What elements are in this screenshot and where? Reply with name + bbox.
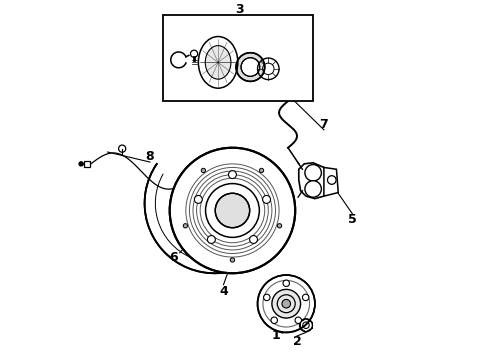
Circle shape xyxy=(263,280,310,327)
Circle shape xyxy=(277,224,282,228)
Text: 2: 2 xyxy=(293,335,301,348)
Circle shape xyxy=(302,294,309,301)
Text: 3: 3 xyxy=(235,3,244,16)
Text: 6: 6 xyxy=(169,251,177,264)
Circle shape xyxy=(205,184,259,237)
Circle shape xyxy=(215,210,221,217)
Circle shape xyxy=(263,195,270,203)
Circle shape xyxy=(230,258,235,262)
Circle shape xyxy=(182,164,254,235)
Circle shape xyxy=(226,189,234,197)
Circle shape xyxy=(215,193,250,228)
Circle shape xyxy=(283,280,290,287)
Circle shape xyxy=(79,162,83,166)
Circle shape xyxy=(203,189,210,197)
Ellipse shape xyxy=(198,37,238,88)
Circle shape xyxy=(259,168,264,172)
Text: 4: 4 xyxy=(219,285,228,298)
Circle shape xyxy=(228,171,236,179)
Text: 8: 8 xyxy=(146,150,154,163)
Circle shape xyxy=(305,181,321,197)
Circle shape xyxy=(258,275,315,332)
Circle shape xyxy=(264,294,270,301)
Circle shape xyxy=(199,181,237,219)
Circle shape xyxy=(282,300,291,308)
Text: 5: 5 xyxy=(348,213,357,226)
Text: 1: 1 xyxy=(271,329,280,342)
Bar xyxy=(163,15,313,101)
Circle shape xyxy=(305,165,321,181)
Circle shape xyxy=(170,148,295,273)
Circle shape xyxy=(327,176,336,184)
Circle shape xyxy=(272,289,300,318)
Circle shape xyxy=(271,317,277,324)
Ellipse shape xyxy=(205,46,231,79)
Circle shape xyxy=(145,134,285,273)
Circle shape xyxy=(195,195,202,203)
Text: 7: 7 xyxy=(319,118,328,131)
Circle shape xyxy=(207,235,215,243)
Circle shape xyxy=(249,235,257,243)
Circle shape xyxy=(201,168,205,172)
Polygon shape xyxy=(324,167,338,196)
Circle shape xyxy=(295,317,301,324)
Bar xyxy=(84,161,90,167)
Polygon shape xyxy=(299,163,327,199)
Circle shape xyxy=(183,224,188,228)
